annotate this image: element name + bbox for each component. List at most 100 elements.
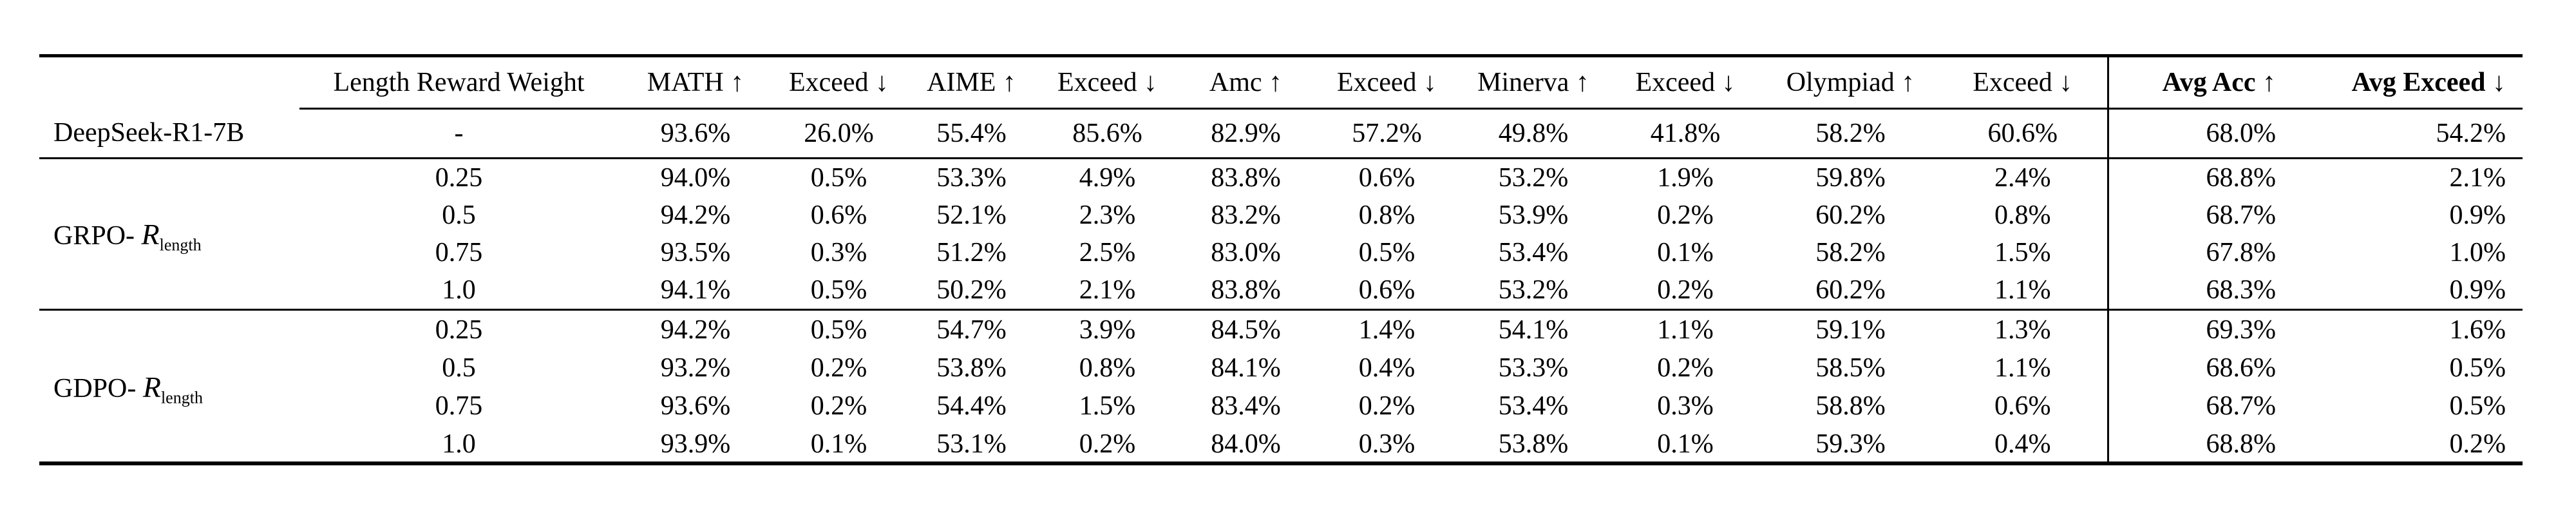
cell-aime-exceed: 0.2%: [1038, 425, 1177, 465]
cal-r-symbol: R: [141, 217, 160, 251]
cell-math-exceed: 0.2%: [810, 391, 867, 421]
group-prefix: GDPO-: [53, 373, 137, 403]
cell-math: 93.5%: [660, 238, 731, 267]
cell-amc-exceed: 0.5%: [1358, 238, 1416, 267]
cell-minerva: 53.4%: [1498, 238, 1569, 267]
cell-olympiad: 59.1%: [1815, 315, 1886, 345]
cell-weight: 0.5: [442, 200, 476, 230]
cell-aime-exceed: 4.9%: [1079, 163, 1136, 193]
cell-avg-acc: 67.8%: [2107, 234, 2293, 271]
cell-avg-acc: 68.7%: [2107, 387, 2293, 425]
cell-math: 94.2%: [660, 200, 731, 230]
cell-weight: 1.0: [299, 425, 618, 465]
cell-olympiad-exceed: 1.1%: [1938, 271, 2108, 311]
col-header-avg-exceed: Avg Exceed ↓: [2293, 54, 2523, 110]
cell-weight: 0.5: [442, 353, 476, 383]
cell-weight: 0.25: [435, 315, 483, 345]
cell-amc-exceed: 0.2%: [1358, 391, 1416, 421]
cell-math: 94.0%: [660, 163, 731, 193]
cell-olympiad: 60.2%: [1815, 200, 1886, 230]
cell-minerva: 53.2%: [1498, 163, 1569, 193]
cell-math-exceed: 0.5%: [810, 315, 867, 345]
cell-aime-exceed: 1.5%: [1079, 391, 1136, 421]
cell-aime-exceed: 3.9%: [1079, 315, 1136, 345]
cell-avg-acc: 68.6%: [2107, 349, 2293, 387]
col-header-olympiad-exceed: Exceed ↓: [1938, 54, 2108, 110]
cell-weight: 1.0: [299, 271, 618, 311]
cell-amc-exceed: 0.8%: [1358, 200, 1416, 230]
cell-olympiad-exceed: 0.8%: [1994, 200, 2051, 230]
cell-minerva-exceed: 0.1%: [1657, 238, 1714, 267]
col-header-minerva: Minerva ↑: [1459, 54, 1608, 110]
row-grpo-0.75: 0.75 93.5% 0.3% 51.2% 2.5% 83.0% 0.5% 53…: [39, 234, 2523, 271]
cell-avg-exceed: 0.2%: [2293, 425, 2523, 465]
cell-aime: 50.2%: [905, 271, 1038, 311]
cell-math: 93.9%: [618, 425, 773, 465]
cell-amc: 84.5%: [1211, 315, 1281, 345]
cell-aime: 53.8%: [936, 353, 1007, 383]
cell-avg-exceed: 0.5%: [2449, 391, 2506, 421]
row-grpo-0.25: GRPO- Rlength 0.25 94.0% 0.5% 53.3% 4.9%…: [39, 158, 2523, 311]
cell-olympiad-exceed: 1.3%: [1994, 315, 2051, 345]
col-header-amc: Amc ↑: [1177, 54, 1315, 110]
cell-math-exceed: 0.5%: [810, 163, 867, 193]
cell-minerva-exceed: 0.2%: [1657, 353, 1714, 383]
group-subscript: length: [160, 387, 203, 407]
cell-avg-exceed: 1.6%: [2449, 315, 2506, 345]
cell-minerva-exceed: 1.9%: [1657, 163, 1714, 193]
cell-olympiad: 60.2%: [1763, 271, 1938, 311]
col-header-aime-exceed: Exceed ↓: [1038, 54, 1177, 110]
cell-math-exceed: 26.0%: [773, 108, 905, 159]
cell-avg-exceed: 1.0%: [2449, 238, 2506, 267]
cell-minerva: 53.3%: [1498, 353, 1569, 383]
col-header-math-exceed: Exceed ↓: [773, 54, 905, 110]
cell-olympiad-exceed: 0.6%: [1994, 391, 2051, 421]
cell-olympiad-exceed: 1.1%: [1994, 353, 2051, 383]
cell-weight: 0.75: [435, 238, 483, 267]
cell-math: 93.6%: [618, 108, 773, 159]
col-header-avg-acc: Avg Acc ↑: [2107, 54, 2293, 110]
cell-math: 94.2%: [660, 315, 731, 345]
group-prefix: GRPO-: [53, 220, 135, 251]
group-label-gdpo: GDPO- Rlength: [39, 309, 299, 465]
row-gdpo-0.5: 0.5 93.2% 0.2% 53.8% 0.8% 84.1% 0.4% 53.…: [39, 349, 2523, 387]
cell-minerva-exceed: 0.3%: [1657, 391, 1714, 421]
cell-olympiad: 58.2%: [1815, 238, 1886, 267]
cell-olympiad: 58.5%: [1815, 353, 1886, 383]
cell-math-exceed: 0.1%: [773, 425, 905, 465]
cell-olympiad-exceed: 0.4%: [1938, 425, 2108, 465]
cell-avg-exceed: 54.2%: [2293, 108, 2523, 159]
col-header-math: MATH ↑: [618, 54, 773, 110]
cell-weight: -: [299, 108, 618, 159]
cell-olympiad: 59.8%: [1815, 163, 1886, 193]
cell-aime: 54.4%: [936, 391, 1007, 421]
cell-minerva-exceed: 41.8%: [1608, 108, 1763, 159]
cell-olympiad: 59.3%: [1763, 425, 1938, 465]
cell-minerva-exceed: 0.2%: [1657, 200, 1714, 230]
cell-amc: 82.9%: [1177, 108, 1315, 159]
col-header-amc-exceed: Exceed ↓: [1315, 54, 1459, 110]
cell-amc: 83.4%: [1211, 391, 1281, 421]
cell-avg-exceed: 2.1%: [2449, 163, 2506, 193]
cell-amc-exceed: 0.3%: [1315, 425, 1459, 465]
cell-amc-exceed: 0.6%: [1358, 163, 1416, 193]
group-label-deepseek: DeepSeek-R1-7B: [39, 108, 299, 159]
group-subscript: length: [159, 235, 202, 254]
cell-olympiad-exceed: 2.4%: [1994, 163, 2051, 193]
cell-math: 93.2%: [660, 353, 731, 383]
cell-aime-exceed: 2.5%: [1079, 238, 1136, 267]
header-row: Length Reward Weight MATH ↑ Exceed ↓ AIM…: [39, 54, 2523, 110]
cell-amc-exceed: 1.4%: [1358, 315, 1416, 345]
cell-olympiad: 58.2%: [1763, 108, 1938, 159]
cell-amc: 83.2%: [1211, 200, 1281, 230]
row-gdpo-1.0: 1.0 93.9% 0.1% 53.1% 0.2% 84.0% 0.3% 53.…: [39, 425, 2523, 465]
cell-weight: 0.75: [435, 391, 483, 421]
cell-avg-acc: 68.8%: [2107, 158, 2293, 197]
cell-avg-acc: 68.8%: [2107, 425, 2293, 465]
cell-math: 94.1%: [618, 271, 773, 311]
cell-weight: 0.25: [435, 163, 483, 193]
cell-minerva-exceed: 0.1%: [1608, 425, 1763, 465]
cell-minerva: 53.2%: [1459, 271, 1608, 311]
cell-amc-exceed: 57.2%: [1315, 108, 1459, 159]
